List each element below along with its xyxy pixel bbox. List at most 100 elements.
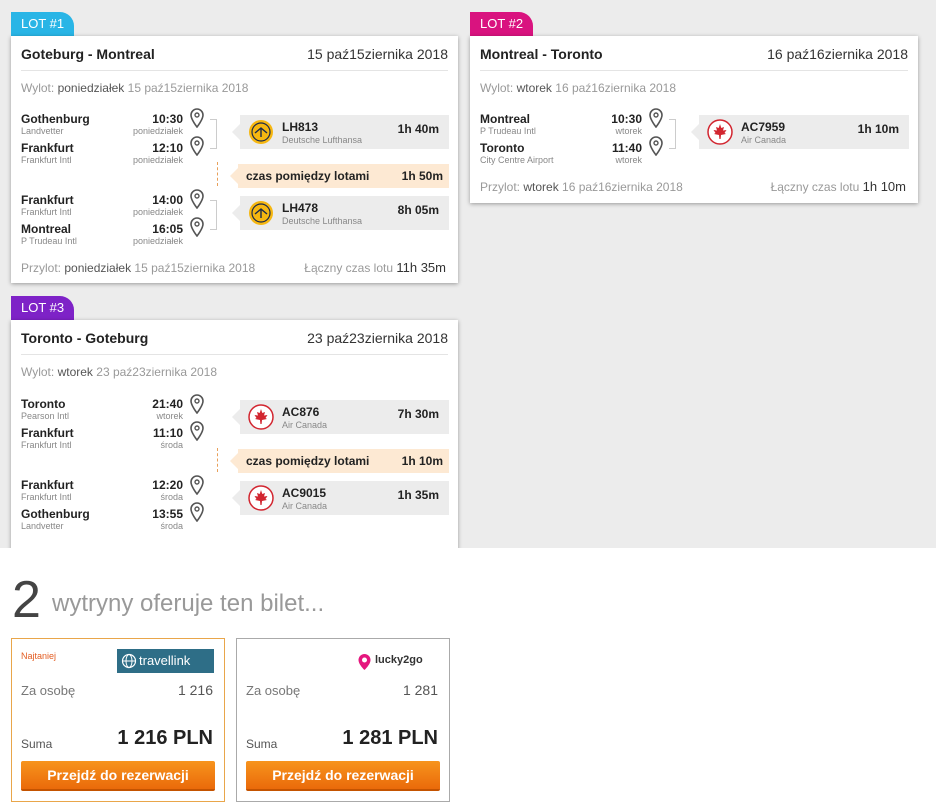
time: 12:20 [152, 478, 183, 492]
layover-connector [217, 448, 218, 472]
departure-line: Wylot: wtorek 23 paź23ziernika 2018 [21, 365, 218, 379]
stop-departure: Montreal P Trudeau Intl 10:30 wtorek [480, 112, 642, 140]
city-name: Montreal [21, 222, 72, 236]
stop-arrival: Gothenburg Landvetter 13:55 środa [21, 507, 183, 535]
weekday: wtorek [615, 126, 642, 136]
offer-card-travellink[interactable]: Najtaniej travellink Za osobę 1 216 Suma… [11, 638, 225, 802]
flight-code: LH813 [282, 120, 319, 134]
time: 13:55 [152, 507, 183, 521]
weekday: poniedziałek [132, 126, 183, 136]
airport-name: Frankfurt Intl [21, 207, 72, 217]
stop-departure: Frankfurt Frankfurt Intl 14:00 poniedzia… [21, 193, 183, 221]
airport-name: Pearson Intl [21, 411, 70, 421]
stop-arrival: Frankfurt Frankfurt Intl 11:10 środa [21, 426, 183, 454]
city-name: Gothenburg [21, 112, 90, 126]
map-pin-icon [190, 108, 204, 128]
airport-name: Landvetter [21, 126, 64, 136]
time: 10:30 [611, 112, 642, 126]
travellink-logo: travellink [117, 649, 214, 673]
segment-bracket [210, 119, 217, 149]
city-name: Gothenburg [21, 507, 90, 521]
flight-code: AC7959 [741, 120, 786, 134]
weekday: poniedziałek [132, 236, 183, 246]
lufthansa-crane-icon [249, 201, 273, 225]
airport-name: P Trudeau Intl [480, 126, 536, 136]
offers-heading: wytryny oferuje ten bilet... [52, 590, 325, 617]
globe-icon [121, 653, 137, 669]
total-label: Suma [246, 737, 278, 751]
departure-line: Wylot: poniedziałek 15 paź15ziernika 201… [21, 81, 249, 95]
time: 21:40 [152, 397, 183, 411]
offer-card-lucky2go[interactable]: lucky2go Za osobę 1 281 Suma 1 281 PLN P… [236, 638, 450, 802]
weekday: wtorek [156, 411, 183, 421]
map-pin-icon [649, 108, 663, 128]
flight-date: 15 paź15ziernika 2018 [307, 46, 448, 62]
time: 11:40 [611, 141, 642, 155]
weekday: środa [160, 492, 183, 502]
go-to-booking-button[interactable]: Przejdź do rezerwacji [246, 761, 440, 791]
weekday: środa [160, 521, 183, 531]
flight-route-title: Montreal - Toronto [480, 46, 603, 62]
flight-tag-2: LOT #2 [470, 12, 534, 36]
city-name: Montreal [480, 112, 531, 126]
time: 12:10 [152, 141, 183, 155]
airport-name: Frankfurt Intl [21, 492, 72, 502]
departure-line: Wylot: wtorek 16 paź16ziernika 2018 [480, 81, 677, 95]
map-pin-icon [190, 502, 204, 522]
airline-name: Air Canada [741, 135, 787, 145]
layover-bar: czas pomiędzy lotami 1h 10m [230, 449, 449, 473]
per-person-price: 1 216 [177, 682, 213, 698]
arrival-line: Przylot: wtorek 16 paź16ziernika 2018 [480, 180, 683, 194]
map-pin-icon [190, 136, 204, 156]
divider [21, 354, 448, 355]
airline-name: Deutsche Lufthansa [282, 135, 363, 145]
map-pin-icon [190, 189, 204, 209]
flight-segment: AC9015 Air Canada 1h 35m [232, 481, 449, 515]
flight-card-3: Toronto - Goteburg 23 paź23ziernika 2018… [11, 320, 458, 555]
airline-name: Deutsche Lufthansa [282, 216, 363, 226]
cheapest-badge: Najtaniej [21, 651, 57, 661]
arrival-line: Przylot: poniedziałek 15 paź15ziernika 2… [21, 261, 256, 275]
time: 16:05 [152, 222, 183, 236]
offer-count: 2 [12, 571, 41, 629]
air-canada-maple-icon [707, 119, 733, 145]
go-to-booking-button[interactable]: Przejdź do rezerwacji [21, 761, 215, 791]
airport-name: City Centre Airport [480, 155, 554, 165]
flight-route-title: Toronto - Goteburg [21, 330, 149, 346]
stop-departure: Gothenburg Landvetter 10:30 poniedziałek [21, 112, 183, 140]
flight-duration: 1h 35m [397, 488, 439, 502]
flight-route-title: Goteburg - Montreal [21, 46, 155, 62]
layover-label: czas pomiędzy lotami [246, 169, 370, 183]
stop-arrival: Toronto City Centre Airport 11:40 wtorek [480, 141, 642, 169]
stop-arrival: Montreal P Trudeau Intl 16:05 poniedział… [21, 222, 183, 250]
time: 11:10 [152, 426, 183, 440]
time: 10:30 [152, 112, 183, 126]
flight-code: LH478 [282, 201, 319, 215]
city-name: Frankfurt [21, 193, 74, 207]
flight-segment: AC876 Air Canada 7h 30m [232, 400, 449, 434]
total-flight-time: Łączny czas lotu 1h 10m [770, 179, 906, 194]
weekday: środa [160, 440, 183, 450]
flight-duration: 8h 05m [397, 203, 439, 217]
layover-bar: czas pomiędzy lotami 1h 50m [230, 164, 449, 188]
total-price: 1 281 PLN [342, 727, 438, 749]
stop-arrival: Frankfurt Frankfurt Intl 12:10 poniedzia… [21, 141, 183, 169]
flight-tag-3: LOT #3 [11, 296, 75, 320]
per-person-label: Za osobę [21, 683, 76, 698]
total-price: 1 216 PLN [117, 727, 213, 749]
map-pin-icon [190, 421, 204, 441]
airport-name: P Trudeau Intl [21, 236, 77, 246]
flight-code: AC876 [282, 405, 320, 419]
weekday: wtorek [615, 155, 642, 165]
stop-departure: Frankfurt Frankfurt Intl 12:20 środa [21, 478, 183, 506]
stop-departure: Toronto Pearson Intl 21:40 wtorek [21, 397, 183, 425]
flight-segment: LH478 Deutsche Lufthansa 8h 05m [232, 196, 449, 230]
air-canada-maple-icon [248, 404, 274, 430]
layover-connector [217, 162, 218, 186]
per-person-label: Za osobę [246, 683, 301, 698]
map-pin-icon [190, 475, 204, 495]
lucky2go-logo: lucky2go [357, 652, 437, 672]
divider [21, 70, 448, 71]
airport-name: Frankfurt Intl [21, 440, 72, 450]
air-canada-maple-icon [248, 485, 274, 511]
